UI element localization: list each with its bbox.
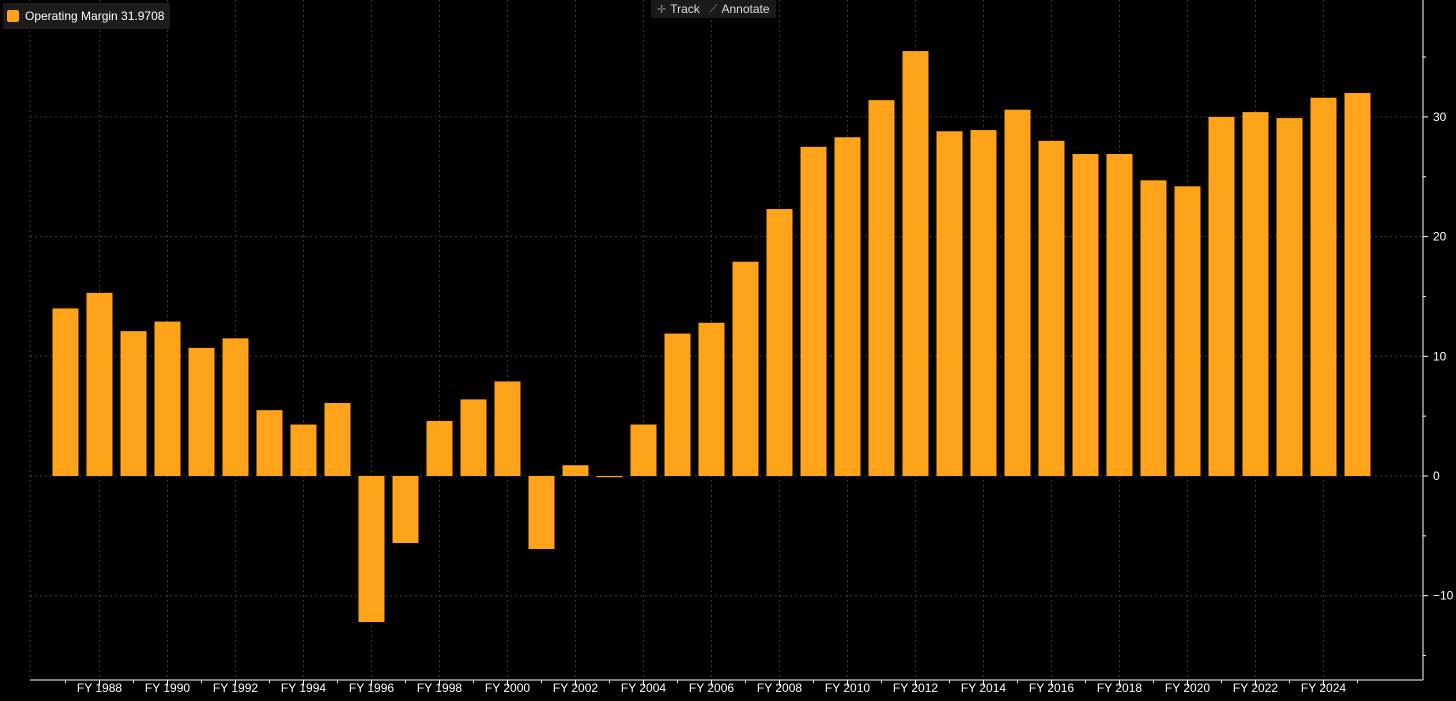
bar-fy-2001 [528,476,555,550]
bar-fy-1992 [222,338,249,476]
bar-fy-1988 [86,292,113,476]
bar-fy-2017 [1072,154,1099,476]
bar-fy-2003 [596,476,623,478]
bar-fy-2000 [494,381,521,476]
y-tick-label: 10 [1433,349,1447,363]
pencil-icon: ⟋ [709,2,718,15]
x-tick-label: FY 2006 [689,681,734,695]
bar-fy-2007 [732,261,759,476]
x-tick-label: FY 2016 [1029,681,1074,695]
bar-fy-2004 [630,424,657,476]
legend[interactable]: Operating Margin 31.9708 [3,3,171,29]
bar-fy-1995 [324,402,351,476]
x-tick-label: FY 2020 [1165,681,1210,695]
x-tick-label: FY 2008 [757,681,802,695]
x-tick-label: FY 2002 [553,681,598,695]
bar-fy-2015 [1004,109,1031,476]
bar-fy-2013 [936,131,963,477]
bar-fy-1999 [460,399,487,476]
legend-swatch [7,10,19,22]
axes: −10 0 10 20 30 FY 1988 FY 1990 FY 1992 FY 1994 FY… [30,0,1454,695]
y-tick-label: 0 [1433,469,1440,483]
annotate-label: Annotate [721,2,770,16]
bar-fy-2005 [664,333,691,476]
y-tick-label: 20 [1433,230,1447,244]
x-tick-label: FY 1992 [213,681,258,695]
annotate-button[interactable]: ⟋ Annotate [710,2,770,16]
x-tick-label: FY 1988 [77,681,122,695]
x-tick-label: FY 2012 [893,681,938,695]
x-tick-label: FY 2000 [485,681,530,695]
bar-fy-1991 [188,347,215,476]
x-tick-label: FY 2014 [961,681,1006,695]
y-tick-label: −10 [1433,589,1454,603]
bar-fy-2009 [800,146,827,476]
x-tick-label: FY 1996 [349,681,394,695]
legend-label: Operating Margin 31.9708 [25,9,165,23]
bar-fy-2018 [1106,154,1133,476]
bar-fy-2008 [766,209,793,476]
bar-fy-1996 [358,476,385,623]
bar-fy-2014 [970,130,997,476]
x-tick-label: FY 2010 [825,681,870,695]
x-tick-label: FY 2018 [1097,681,1142,695]
chart-toolbar: ✛ Track ⟋ Annotate [651,0,776,18]
x-tick-label: FY 1998 [417,681,462,695]
bar-fy-1997 [392,476,419,544]
bar-fy-1994 [290,424,317,476]
bar-fy-1993 [256,410,283,476]
track-label: Track [670,2,700,16]
bar-fy-2006 [698,322,725,476]
bar-fy-2019 [1140,180,1167,476]
bar-fy-2012 [902,51,929,476]
bar-fy-2002 [562,465,589,476]
bar-series [52,51,1371,623]
y-tick-label: 30 [1433,110,1447,124]
bar-fy-2016 [1038,140,1065,476]
x-tick-label: FY 1990 [145,681,190,695]
x-tick-label: FY 2004 [621,681,666,695]
bar-fy-2025 [1344,92,1371,477]
bar-fy-2022 [1242,112,1269,476]
bar-fy-1990 [154,321,181,476]
bar-fy-1998 [426,420,453,476]
bar-fy-2023 [1276,118,1303,477]
x-tick-label: FY 1994 [281,681,326,695]
crosshair-icon: ✛ [657,3,667,16]
bar-fy-2011 [868,100,895,476]
bar-fy-2024 [1310,97,1337,477]
bar-fy-1987 [52,308,79,476]
bar-fy-2021 [1208,116,1235,477]
bar-fy-2020 [1174,186,1201,477]
bar-fy-2010 [834,137,861,476]
x-tick-label: FY 2024 [1301,681,1346,695]
x-tick-label: FY 2022 [1233,681,1278,695]
track-button[interactable]: ✛ Track [657,2,700,16]
bar-fy-1989 [120,331,147,476]
